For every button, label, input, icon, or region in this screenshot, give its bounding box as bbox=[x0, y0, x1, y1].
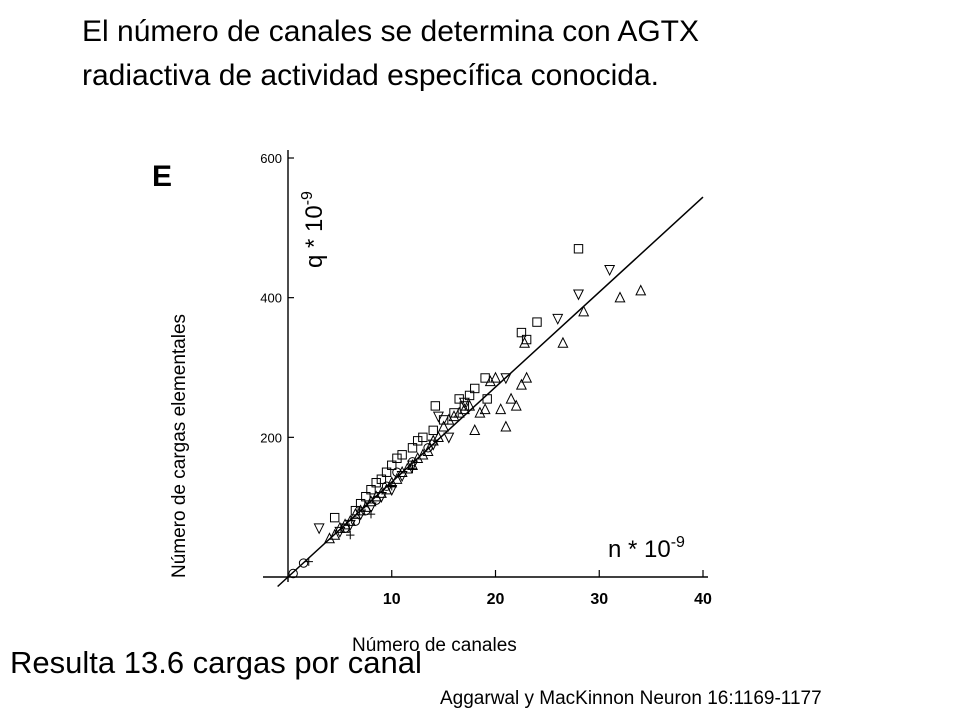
data-point-square bbox=[397, 450, 407, 460]
result-text: Resulta 13.6 cargas por canal bbox=[10, 645, 422, 680]
y-unit-label: q * 10-9 bbox=[299, 191, 328, 268]
chart-ticks: 10 20 30 40 200 400 600 bbox=[260, 151, 712, 608]
data-point-square bbox=[454, 394, 464, 404]
data-point-triangle-down bbox=[572, 289, 585, 301]
data-point-square bbox=[573, 244, 584, 254]
chart-points bbox=[288, 244, 647, 579]
data-point-square bbox=[418, 432, 428, 443]
data-point-square bbox=[470, 383, 480, 394]
data-point-square bbox=[392, 453, 402, 463]
data-point-triangle-up bbox=[614, 291, 626, 303]
data-point-circle bbox=[288, 568, 298, 579]
data-point-square bbox=[428, 425, 438, 436]
data-point-circle bbox=[423, 443, 433, 453]
data-point-triangle-up bbox=[519, 336, 531, 348]
data-point-triangle-up bbox=[484, 375, 496, 387]
data-point-triangle-up bbox=[412, 451, 424, 463]
data-point-triangle-down bbox=[443, 432, 455, 444]
data-point-square bbox=[516, 327, 527, 338]
data-point-triangle-down bbox=[604, 265, 616, 277]
data-point-plus bbox=[387, 482, 396, 491]
y-tick-label: 600 bbox=[260, 151, 282, 166]
data-point-triangle-up bbox=[510, 399, 522, 411]
data-point-triangle-up bbox=[458, 403, 470, 415]
data-point-triangle-up bbox=[557, 336, 569, 348]
data-point-triangle-up bbox=[469, 424, 481, 436]
slide-title: El número de canales se determina con AG… bbox=[82, 10, 902, 98]
data-point-square bbox=[412, 436, 423, 446]
data-point-plus bbox=[366, 509, 376, 519]
panel-label: E bbox=[152, 160, 172, 193]
data-point-triangle-up bbox=[489, 371, 502, 383]
data-point-square bbox=[387, 460, 397, 470]
data-point-square bbox=[430, 401, 441, 411]
data-point-triangle-up bbox=[453, 406, 465, 418]
data-point-triangle-down bbox=[552, 313, 564, 325]
data-point-triangle-up bbox=[474, 406, 486, 418]
slide-title-line-1: El número de canales se determina con AG… bbox=[82, 15, 699, 48]
data-point-triangle-up bbox=[495, 403, 507, 415]
y-axis-label: Número de cargas elementales bbox=[169, 314, 190, 578]
data-point-square bbox=[407, 443, 418, 453]
data-point-triangle-up bbox=[635, 284, 647, 296]
data-point-triangle-down bbox=[432, 411, 444, 423]
data-point-circle bbox=[350, 516, 361, 526]
data-point-triangle-up bbox=[329, 528, 341, 540]
x-tick-label: 40 bbox=[694, 591, 712, 608]
citation-text: Aggarwal y MacKinnon Neuron 16:1169-1177 bbox=[440, 688, 822, 709]
data-point-triangle-down bbox=[500, 373, 512, 385]
data-point-triangle-up bbox=[323, 532, 336, 544]
data-point-circle bbox=[298, 558, 309, 568]
chart-labels: E Número de cargas elementales q * 10-9 … bbox=[152, 160, 685, 578]
data-point-square bbox=[329, 512, 340, 523]
data-point-triangle-up bbox=[448, 410, 460, 422]
data-point-plus bbox=[346, 530, 355, 540]
data-point-triangle-up bbox=[443, 413, 455, 425]
data-point-square bbox=[371, 478, 381, 488]
data-point-triangle-up bbox=[438, 420, 450, 432]
data-point-triangle-up bbox=[479, 403, 491, 415]
y-tick-label: 200 bbox=[260, 430, 282, 445]
data-point-triangle-up bbox=[578, 305, 590, 317]
data-point-triangle-up bbox=[500, 420, 512, 432]
data-point-square bbox=[376, 474, 387, 484]
x-tick-label: 20 bbox=[487, 591, 505, 608]
data-point-triangle-up bbox=[417, 448, 429, 460]
data-point-triangle-down bbox=[458, 397, 470, 409]
data-point-triangle-down bbox=[313, 523, 325, 535]
x-unit-label: n * 10-9 bbox=[608, 534, 685, 563]
data-point-triangle-up bbox=[515, 378, 527, 390]
data-point-square bbox=[521, 334, 532, 345]
x-tick-label: 30 bbox=[590, 591, 608, 608]
fit-line bbox=[277, 196, 704, 588]
data-point-plus bbox=[408, 464, 417, 473]
x-tick-label: 10 bbox=[383, 591, 401, 608]
data-point-square bbox=[381, 467, 392, 477]
data-point-triangle-up bbox=[505, 392, 517, 404]
y-tick-label: 400 bbox=[260, 291, 282, 306]
data-point-triangle-up bbox=[521, 371, 533, 383]
data-point-square bbox=[482, 394, 492, 404]
fit-line-group bbox=[277, 196, 704, 588]
data-point-square bbox=[366, 485, 376, 495]
chart-axes bbox=[263, 150, 708, 582]
x-axis-label-text: Número de canales bbox=[352, 635, 517, 656]
slide-title-line-2: radiactiva de actividad específica conoc… bbox=[82, 59, 660, 92]
data-point-square bbox=[532, 317, 542, 327]
